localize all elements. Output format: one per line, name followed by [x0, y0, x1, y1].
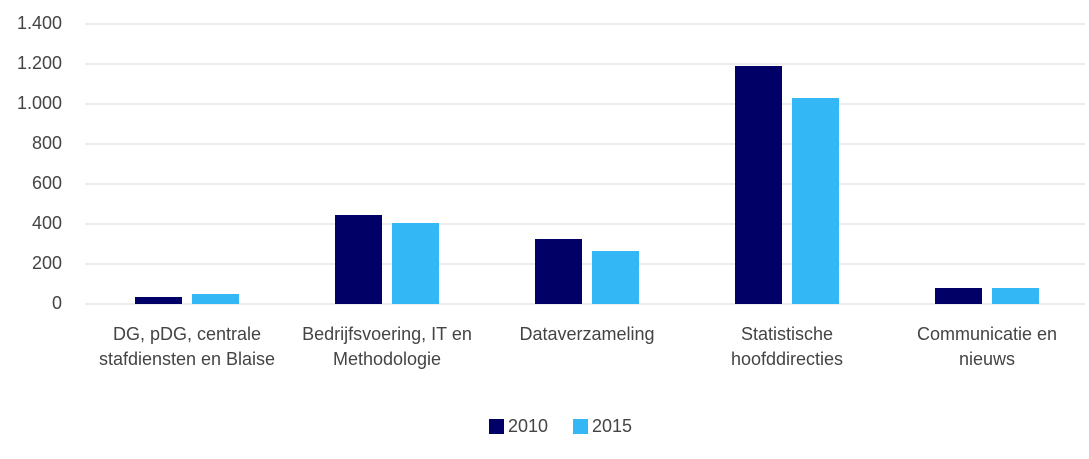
bar	[392, 223, 439, 304]
y-tick-label: 1.000	[17, 93, 62, 113]
bar	[592, 251, 639, 304]
y-tick-label: 200	[32, 253, 62, 273]
legend-item: 2010	[489, 416, 548, 437]
legend-swatch	[489, 419, 504, 434]
x-tick-label: Communicatie en nieuws	[916, 324, 1058, 369]
x-tick-label: Bedrijfsvoering, IT en Methodologie	[302, 324, 472, 369]
bar	[735, 66, 782, 304]
y-tick-label: 600	[32, 173, 62, 193]
y-tick-label: 400	[32, 213, 62, 233]
x-tick-label: DG, pDG, centrale stafdiensten en Blaise	[98, 324, 276, 369]
bar	[135, 297, 182, 304]
legend-label: 2010	[508, 416, 549, 436]
bar	[535, 239, 582, 304]
bar	[992, 288, 1039, 304]
bar	[935, 288, 982, 304]
y-tick-label: 1.200	[17, 53, 62, 73]
bar	[192, 294, 239, 304]
legend-label: 2015	[592, 416, 633, 436]
x-tick-label: Dataverzameling	[519, 324, 655, 344]
y-tick-label: 0	[52, 293, 62, 313]
bar	[792, 98, 839, 304]
y-tick-label: 1.400	[17, 13, 62, 33]
y-tick-label: 800	[32, 133, 62, 153]
legend-swatch	[573, 419, 588, 434]
legend-item: 2015	[573, 416, 632, 437]
x-tick-label: Statistische hoofddirecties	[730, 324, 844, 369]
bar	[335, 215, 382, 304]
